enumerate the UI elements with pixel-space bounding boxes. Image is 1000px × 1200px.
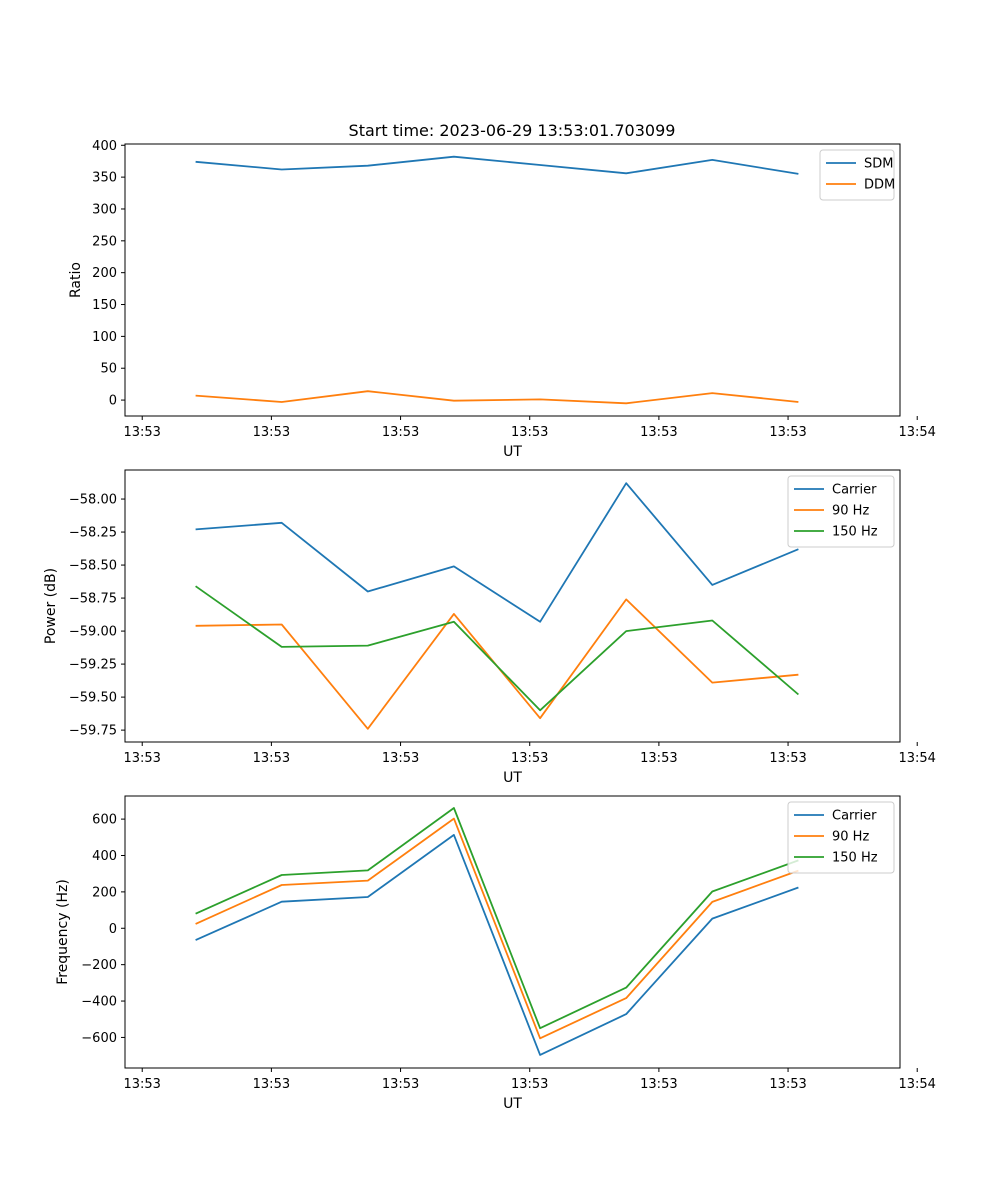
y-tick-label: 200: [92, 885, 117, 900]
x-axis-label: UT: [503, 1096, 522, 1112]
x-tick-label: 13:53: [511, 751, 548, 766]
legend: SDM DDM: [819, 149, 895, 201]
series-line-carrier: [195, 834, 799, 1056]
legend-box: [787, 801, 895, 874]
legend-label: Carrier: [832, 483, 877, 498]
series-line-90-hz: [195, 817, 799, 1040]
y-tick-label: −58.50: [69, 559, 117, 574]
y-tick-label: 350: [92, 171, 117, 186]
y-tick-label: −58.00: [69, 493, 117, 508]
legend-label: Carrier: [832, 809, 877, 824]
x-tick-label: 13:53: [123, 751, 160, 766]
y-axis-label: Ratio: [68, 262, 84, 298]
legend-label: 90 Hz: [832, 504, 869, 519]
x-tick-label: 13:53: [640, 1077, 677, 1092]
y-tick-label: 400: [92, 849, 117, 864]
x-tick-label: 13:53: [123, 1077, 160, 1092]
series-line-carrier: [195, 482, 799, 623]
y-tick-label: −59.00: [69, 625, 117, 640]
y-tick-label: 300: [92, 202, 117, 217]
y-tick-label: 600: [92, 813, 117, 828]
plot-area-frame: [124, 795, 901, 1069]
y-tick-label: 100: [92, 330, 117, 345]
y-tick-label: 0: [109, 394, 117, 409]
power-panel: 13:53 13:53 13:53 13:53 13:53 13:53 13:54 −59.7…: [43, 469, 936, 786]
legend-label: 90 Hz: [832, 830, 869, 845]
legend: Carrier 90 Hz 150 Hz: [787, 801, 895, 874]
y-tick-label: −58.25: [69, 526, 117, 541]
x-tick-label: 13:53: [253, 425, 290, 440]
x-tick-label: 13:53: [382, 425, 419, 440]
y-tick-label: −59.75: [69, 724, 117, 739]
x-tick-label: 13:53: [640, 425, 677, 440]
x-tick-label: 13:54: [898, 425, 935, 440]
x-tick-label: 13:53: [511, 425, 548, 440]
series-line-sdm: [195, 155, 799, 175]
x-axis-label: UT: [503, 444, 522, 460]
x-tick-label: 13:53: [253, 1077, 290, 1092]
y-tick-label: −59.50: [69, 691, 117, 706]
y-tick-label: −200: [81, 958, 117, 973]
x-tick-label: 13:53: [382, 1077, 419, 1092]
x-tick-label: 13:53: [123, 425, 160, 440]
y-tick-label: 150: [92, 298, 117, 313]
x-tick-label: 13:53: [769, 751, 806, 766]
y-tick-label: 400: [92, 139, 117, 154]
legend-label: 150 Hz: [832, 851, 878, 866]
y-tick-label: 0: [109, 922, 117, 937]
legend-label: SDM: [864, 157, 893, 172]
series-line-ddm: [195, 390, 799, 405]
y-tick-label: −59.25: [69, 658, 117, 673]
series-line-90-hz: [195, 598, 799, 730]
x-tick-label: 13:54: [898, 751, 935, 766]
x-tick-label: 13:53: [769, 425, 806, 440]
y-tick-label: 200: [92, 266, 117, 281]
x-tick-label: 13:53: [382, 751, 419, 766]
x-axis-label: UT: [503, 770, 522, 786]
plot-area-frame: [124, 143, 901, 417]
y-axis-label: Power (dB): [43, 568, 59, 644]
x-tick-label: 13:53: [253, 751, 290, 766]
y-tick-label: 250: [92, 234, 117, 249]
legend: Carrier 90 Hz 150 Hz: [787, 475, 895, 548]
y-tick-label: −58.75: [69, 592, 117, 607]
series-line-150-hz: [195, 585, 799, 712]
legend-box: [787, 475, 895, 548]
y-tick-label: −600: [81, 1031, 117, 1046]
series-line-150-hz: [195, 807, 799, 1030]
legend-label: 150 Hz: [832, 525, 878, 540]
plot-area-frame: [124, 469, 901, 743]
ratio-panel: 13:53 13:53 13:53 13:53 13:53 13:53 13:54 0 50 10…: [68, 139, 936, 460]
frequency-panel: 13:53 13:53 13:53 13:53 13:53 13:53 13:54 −600 −…: [55, 795, 936, 1112]
y-tick-label: 50: [100, 362, 117, 377]
legend-label: DDM: [864, 178, 895, 193]
chart-title: Start time: 2023-06-29 13:53:01.703099: [349, 121, 676, 140]
x-tick-label: 13:53: [769, 1077, 806, 1092]
y-axis-label: Frequency (Hz): [55, 879, 71, 985]
x-tick-label: 13:53: [511, 1077, 548, 1092]
y-tick-label: −400: [81, 995, 117, 1010]
x-tick-label: 13:53: [640, 751, 677, 766]
x-tick-label: 13:54: [898, 1077, 935, 1092]
